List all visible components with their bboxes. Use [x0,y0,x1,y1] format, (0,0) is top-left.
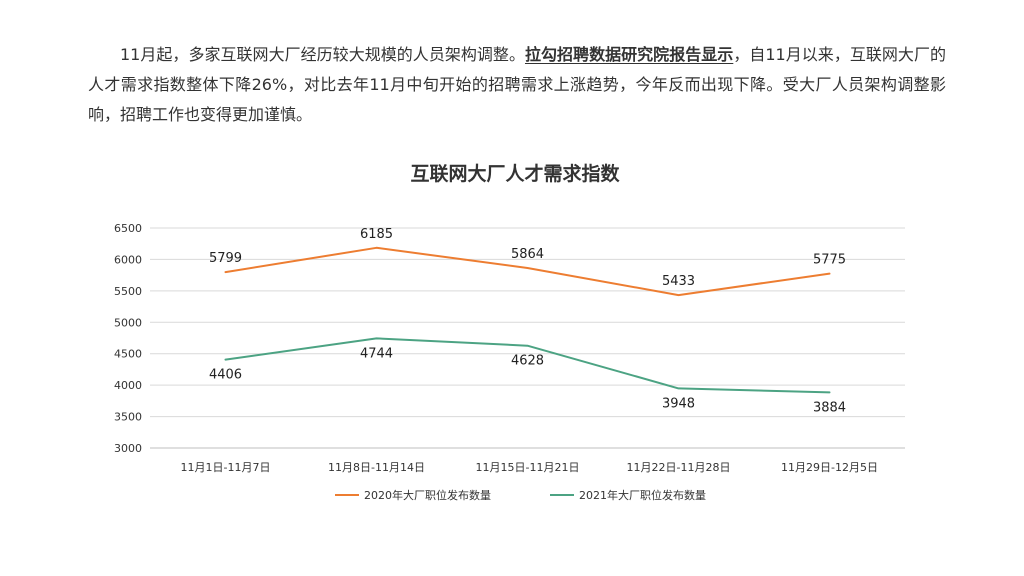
data-label: 4628 [511,354,544,369]
x-tick-label: 11月8日-11月14日 [328,461,425,474]
y-tick-label: 4000 [114,379,142,392]
series-line-2 [224,337,831,394]
legend-label-2: 2021年大厂职位发布数量 [579,488,706,502]
data-label: 4406 [209,368,242,383]
chart-data-labels: 5799 6185 5864 5433 5775 4406 4744 4628 3948 3884 [209,227,846,416]
chart-legend: 2020年大厂职位发布数量 2021年大厂职位发布数量 [335,488,706,502]
data-label: 6185 [360,227,393,242]
data-label: 5799 [209,251,242,266]
data-label: 5775 [813,253,846,268]
y-tick-label: 6500 [114,222,142,235]
y-tick-label: 3000 [114,442,142,455]
y-tick-label: 5000 [114,316,142,329]
series-line-1 [224,246,831,297]
intro-text-1: 11月起，多家互联网大厂经历较大规模的人员架构调整。 [120,45,525,64]
x-tick-label: 11月15日-11月21日 [476,461,580,474]
chart-series [224,246,831,394]
y-tick-label: 5500 [114,285,142,298]
x-tick-label: 11月22日-11月28日 [627,461,731,474]
intro-text-2: ，自11月以来，互联网大厂的人才需求指数整体下降26%，对比去年11月中旬开始的… [88,45,946,124]
data-label: 5864 [511,247,544,262]
data-label: 4744 [360,346,393,361]
chart-title: 互联网大厂人才需求指数 [410,162,620,185]
report-highlight: 拉勾招聘数据研究院报告显示 [524,45,734,64]
chart-gridlines [150,227,905,449]
data-label: 3884 [813,400,846,415]
intro-paragraph: 11月起，多家互联网大厂经历较大规模的人员架构调整。拉勾招聘数据研究院报告显示，… [88,40,946,130]
y-tick-label: 4500 [114,348,142,361]
y-axis-ticks: 3000 3500 4000 4500 5000 5500 6000 6500 [114,222,142,455]
y-tick-label: 3500 [114,411,142,424]
y-tick-label: 6000 [114,253,142,266]
data-label: 5433 [662,274,695,289]
x-tick-label: 11月29日-12月5日 [781,461,878,474]
x-tick-label: 11月1日-11月7日 [181,461,271,474]
x-axis-ticks: 11月1日-11月7日 11月8日-11月14日 11月15日-11月21日 11月2… [181,461,878,474]
legend-label-1: 2020年大厂职位发布数量 [364,488,491,502]
data-label: 3948 [662,396,695,411]
